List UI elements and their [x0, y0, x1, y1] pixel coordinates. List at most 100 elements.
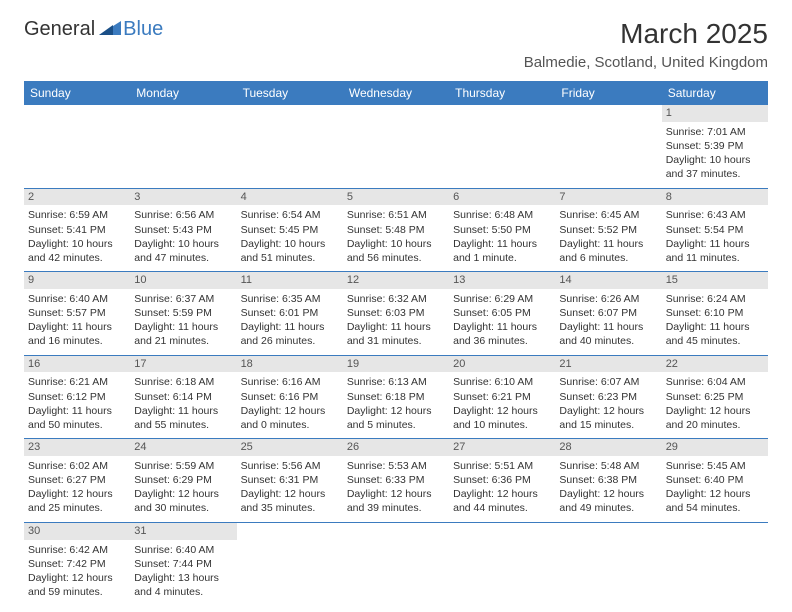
logo-text-blue: Blue: [123, 18, 163, 41]
day-details: Sunrise: 6:48 AM Sunset: 5:50 PM Dayligh…: [453, 208, 551, 265]
calendar-cell: 28 Sunrise: 5:48 AM Sunset: 6:38 PM Dayli…: [555, 439, 661, 523]
calendar-row: 16 Sunrise: 6:21 AM Sunset: 6:12 PM Dayli…: [24, 355, 768, 439]
calendar-cell: 16 Sunrise: 6:21 AM Sunset: 6:12 PM Dayli…: [24, 355, 130, 439]
title-block: March 2025 Balmedie, Scotland, United Ki…: [524, 18, 768, 71]
day-number: 1: [662, 105, 768, 122]
calendar-cell-blank: [449, 522, 555, 605]
calendar-cell: 31Sunrise: 6:40 AM Sunset: 7:44 PM Dayli…: [130, 522, 236, 605]
calendar-cell-blank: [24, 105, 130, 188]
calendar-cell: 21 Sunrise: 6:07 AM Sunset: 6:23 PM Dayli…: [555, 355, 661, 439]
day-details: Sunrise: 6:13 AM Sunset: 6:18 PM Dayligh…: [347, 375, 445, 432]
day-number: 6: [449, 189, 555, 206]
day-details: Sunrise: 6:54 AM Sunset: 5:45 PM Dayligh…: [241, 208, 339, 265]
day-number: 18: [237, 356, 343, 373]
calendar-cell: 5 Sunrise: 6:51 AM Sunset: 5:48 PM Daylig…: [343, 188, 449, 272]
day-number: 2: [24, 189, 130, 206]
calendar-row: 30Sunrise: 6:42 AM Sunset: 7:42 PM Dayli…: [24, 522, 768, 605]
calendar-cell-blank: [662, 522, 768, 605]
calendar-table: SundayMondayTuesdayWednesdayThursdayFrid…: [24, 81, 768, 605]
calendar-cell: 11Sunrise: 6:35 AM Sunset: 6:01 PM Dayli…: [237, 272, 343, 356]
day-number: 21: [555, 356, 661, 373]
day-number: 14: [555, 272, 661, 289]
calendar-cell: 29Sunrise: 5:45 AM Sunset: 6:40 PM Dayli…: [662, 439, 768, 523]
calendar-cell: 13Sunrise: 6:29 AM Sunset: 6:05 PM Dayli…: [449, 272, 555, 356]
day-details: Sunrise: 6:24 AM Sunset: 6:10 PM Dayligh…: [666, 292, 764, 349]
logo: General Blue: [24, 18, 163, 41]
day-details: Sunrise: 7:01 AM Sunset: 5:39 PM Dayligh…: [666, 125, 764, 182]
day-details: Sunrise: 5:45 AM Sunset: 6:40 PM Dayligh…: [666, 459, 764, 516]
calendar-cell: 20 Sunrise: 6:10 AM Sunset: 6:21 PM Dayli…: [449, 355, 555, 439]
calendar-row: 9Sunrise: 6:40 AM Sunset: 5:57 PM Daylig…: [24, 272, 768, 356]
calendar-cell: 22Sunrise: 6:04 AM Sunset: 6:25 PM Dayli…: [662, 355, 768, 439]
header: General Blue March 2025 Balmedie, Scotla…: [24, 18, 768, 71]
day-number: 24: [130, 439, 236, 456]
day-details: Sunrise: 6:29 AM Sunset: 6:05 PM Dayligh…: [453, 292, 551, 349]
day-number: 27: [449, 439, 555, 456]
day-number: 10: [130, 272, 236, 289]
day-number: 19: [343, 356, 449, 373]
day-details: Sunrise: 6:40 AM Sunset: 5:57 PM Dayligh…: [28, 292, 126, 349]
weekday-header: Wednesday: [343, 81, 449, 105]
day-details: Sunrise: 6:40 AM Sunset: 7:44 PM Dayligh…: [134, 543, 232, 600]
day-details: Sunrise: 6:16 AM Sunset: 6:16 PM Dayligh…: [241, 375, 339, 432]
calendar-cell: 3Sunrise: 6:56 AM Sunset: 5:43 PM Daylig…: [130, 188, 236, 272]
calendar-cell-blank: [343, 105, 449, 188]
calendar-cell: 17 Sunrise: 6:18 AM Sunset: 6:14 PM Dayli…: [130, 355, 236, 439]
day-details: Sunrise: 5:59 AM Sunset: 6:29 PM Dayligh…: [134, 459, 232, 516]
day-details: Sunrise: 5:56 AM Sunset: 6:31 PM Dayligh…: [241, 459, 339, 516]
weekday-header: Saturday: [662, 81, 768, 105]
calendar-cell: 4Sunrise: 6:54 AM Sunset: 5:45 PM Daylig…: [237, 188, 343, 272]
day-details: Sunrise: 6:35 AM Sunset: 6:01 PM Dayligh…: [241, 292, 339, 349]
calendar-cell-blank: [237, 522, 343, 605]
day-number: 28: [555, 439, 661, 456]
day-details: Sunrise: 6:21 AM Sunset: 6:12 PM Dayligh…: [28, 375, 126, 432]
calendar-cell-blank: [449, 105, 555, 188]
calendar-cell: 2Sunrise: 6:59 AM Sunset: 5:41 PM Daylig…: [24, 188, 130, 272]
day-number: 22: [662, 356, 768, 373]
day-details: Sunrise: 6:26 AM Sunset: 6:07 PM Dayligh…: [559, 292, 657, 349]
calendar-cell: 8 Sunrise: 6:43 AM Sunset: 5:54 PM Daylig…: [662, 188, 768, 272]
day-details: Sunrise: 6:32 AM Sunset: 6:03 PM Dayligh…: [347, 292, 445, 349]
day-number: 3: [130, 189, 236, 206]
day-details: Sunrise: 6:45 AM Sunset: 5:52 PM Dayligh…: [559, 208, 657, 265]
day-details: Sunrise: 6:18 AM Sunset: 6:14 PM Dayligh…: [134, 375, 232, 432]
calendar-cell-blank: [555, 522, 661, 605]
logo-text-general: General: [24, 18, 95, 41]
day-number: 15: [662, 272, 768, 289]
day-number: 5: [343, 189, 449, 206]
day-details: Sunrise: 6:43 AM Sunset: 5:54 PM Dayligh…: [666, 208, 764, 265]
day-number: 16: [24, 356, 130, 373]
calendar-cell: 15 Sunrise: 6:24 AM Sunset: 6:10 PM Dayli…: [662, 272, 768, 356]
calendar-cell-blank: [130, 105, 236, 188]
calendar-cell: 27 Sunrise: 5:51 AM Sunset: 6:36 PM Dayli…: [449, 439, 555, 523]
day-details: Sunrise: 5:48 AM Sunset: 6:38 PM Dayligh…: [559, 459, 657, 516]
calendar-cell-blank: [555, 105, 661, 188]
day-number: 7: [555, 189, 661, 206]
calendar-cell: 23Sunrise: 6:02 AM Sunset: 6:27 PM Dayli…: [24, 439, 130, 523]
calendar-cell: 25 Sunrise: 5:56 AM Sunset: 6:31 PM Dayli…: [237, 439, 343, 523]
calendar-cell: 19 Sunrise: 6:13 AM Sunset: 6:18 PM Dayli…: [343, 355, 449, 439]
day-details: Sunrise: 6:51 AM Sunset: 5:48 PM Dayligh…: [347, 208, 445, 265]
day-number: 20: [449, 356, 555, 373]
day-details: Sunrise: 6:10 AM Sunset: 6:21 PM Dayligh…: [453, 375, 551, 432]
day-details: Sunrise: 6:07 AM Sunset: 6:23 PM Dayligh…: [559, 375, 657, 432]
day-number: 25: [237, 439, 343, 456]
calendar-cell-blank: [237, 105, 343, 188]
weekday-header: Thursday: [449, 81, 555, 105]
calendar-row: 2Sunrise: 6:59 AM Sunset: 5:41 PM Daylig…: [24, 188, 768, 272]
calendar-cell: 10Sunrise: 6:37 AM Sunset: 5:59 PM Dayli…: [130, 272, 236, 356]
calendar-cell: 12 Sunrise: 6:32 AM Sunset: 6:03 PM Dayli…: [343, 272, 449, 356]
calendar-cell: 26Sunrise: 5:53 AM Sunset: 6:33 PM Dayli…: [343, 439, 449, 523]
location-text: Balmedie, Scotland, United Kingdom: [524, 54, 768, 71]
month-title: March 2025: [524, 18, 768, 50]
day-number: 8: [662, 189, 768, 206]
day-number: 17: [130, 356, 236, 373]
day-details: Sunrise: 5:53 AM Sunset: 6:33 PM Dayligh…: [347, 459, 445, 516]
calendar-cell: 24 Sunrise: 5:59 AM Sunset: 6:29 PM Dayli…: [130, 439, 236, 523]
calendar-cell: 1 Sunrise: 7:01 AM Sunset: 5:39 PM Daylig…: [662, 105, 768, 188]
day-number: 12: [343, 272, 449, 289]
day-details: Sunrise: 5:51 AM Sunset: 6:36 PM Dayligh…: [453, 459, 551, 516]
weekday-header: Tuesday: [237, 81, 343, 105]
calendar-cell: 30Sunrise: 6:42 AM Sunset: 7:42 PM Dayli…: [24, 522, 130, 605]
day-number: 30: [24, 523, 130, 540]
